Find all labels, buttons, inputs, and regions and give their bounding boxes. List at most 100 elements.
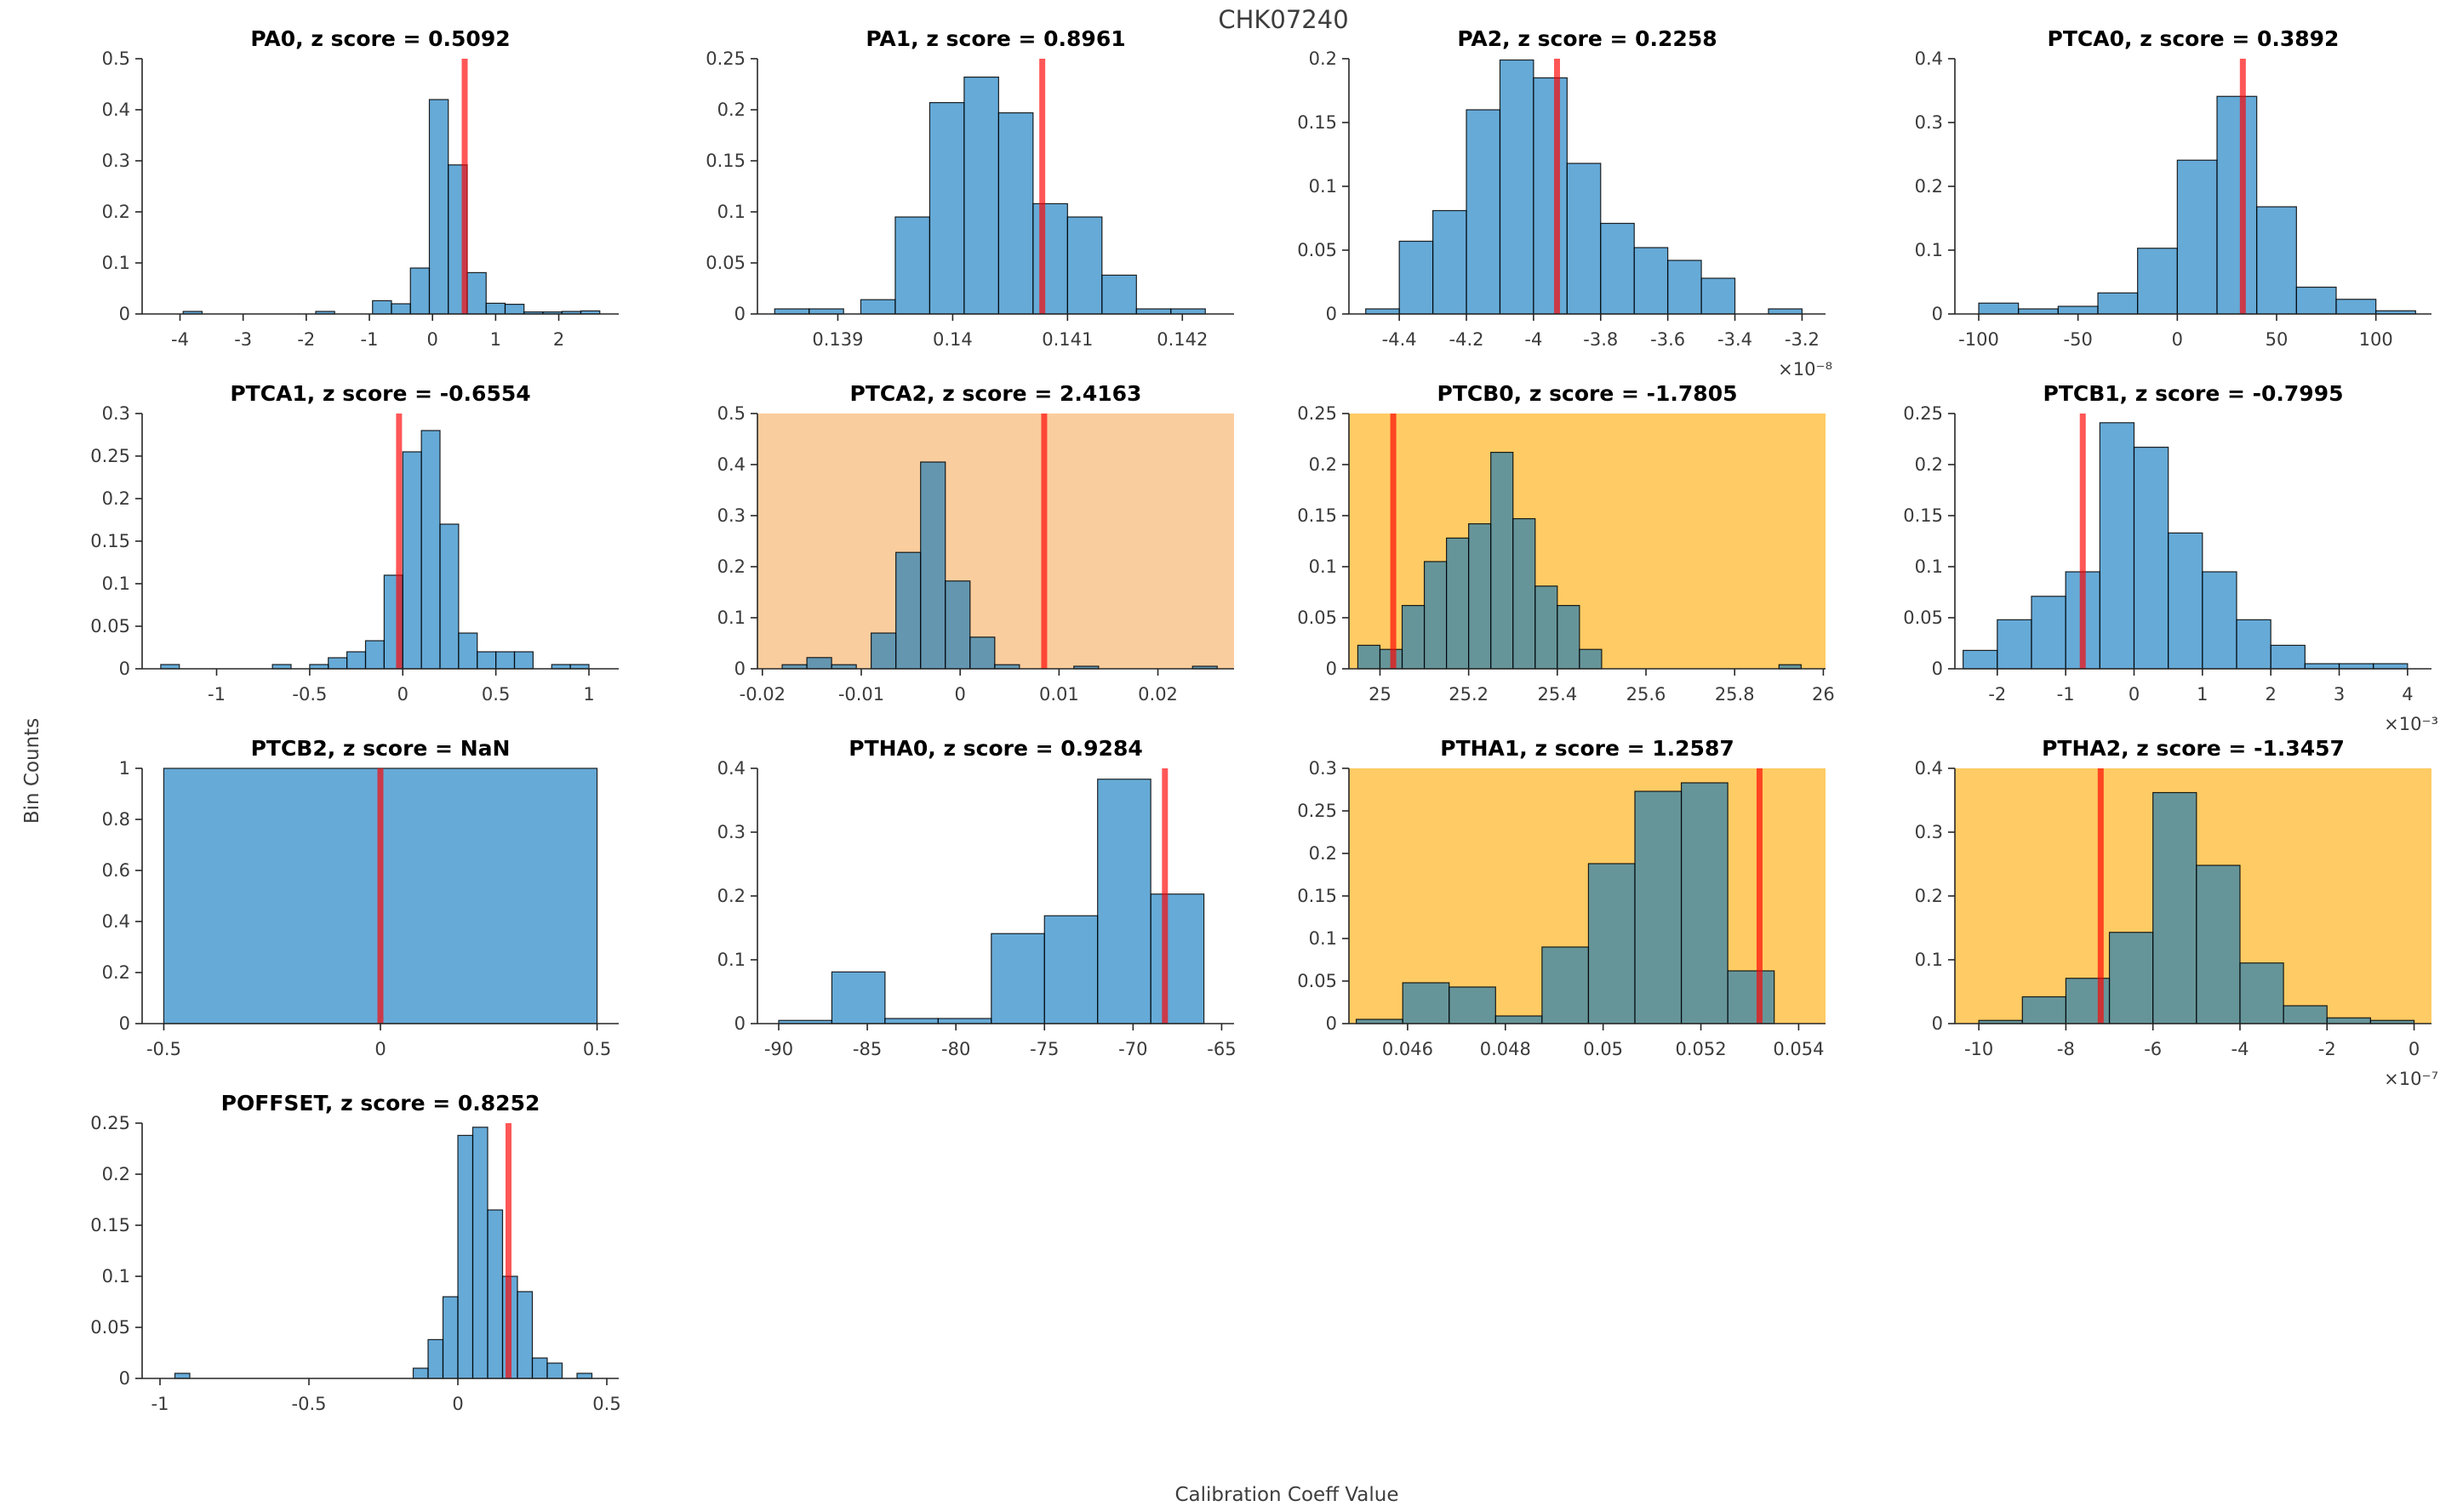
histogram-bar — [2236, 619, 2271, 670]
x-tick-label: 1 — [2197, 684, 2208, 705]
histogram-bar — [895, 551, 922, 670]
y-tick-label: 0.2 — [102, 202, 130, 222]
histogram-bar — [2239, 962, 2284, 1024]
y-tick-label: 0.2 — [102, 962, 130, 983]
histogram-bar — [2152, 791, 2197, 1024]
x-tick-label: 0 — [2129, 684, 2140, 705]
y-tick-label: 0.1 — [102, 1266, 130, 1287]
histogram-bar — [1449, 986, 1496, 1024]
subplot-PTCB1: -2 -1 0 1 2 3 4 0 0.05 0.1 0.15 0.2 0.25 PTCB1, z sco… — [1903, 381, 2438, 734]
subplot-title: PTHA0, z score = 0.9284 — [849, 736, 1142, 761]
subplot-title: PTHA2, z score = -1.3457 — [2042, 736, 2345, 761]
x-tick-label: 0.141 — [1042, 329, 1093, 350]
x-axis-scale-label: ×10⁻³ — [2384, 714, 2438, 734]
histogram-bar — [1700, 277, 1736, 315]
histogram-bar — [1423, 561, 1448, 670]
histogram-bar — [442, 1296, 459, 1379]
y-tick-label: 0.1 — [102, 253, 130, 273]
histogram-bar — [1401, 605, 1426, 670]
x-tick-label: 100 — [2359, 329, 2393, 350]
histogram-bar — [458, 632, 478, 670]
x-tick-label: 0 — [2409, 1039, 2420, 1059]
y-tick-label: 0.25 — [706, 48, 746, 69]
histogram-bar — [2216, 95, 2258, 315]
histogram-bar — [920, 461, 946, 670]
histogram-bar — [1494, 1015, 1543, 1024]
histogram-bar — [969, 636, 996, 670]
y-tick-label: 0.1 — [1915, 240, 1943, 260]
y-tick-label: 0.5 — [717, 403, 746, 424]
histogram-bar — [391, 303, 411, 315]
histogram-bar — [485, 302, 506, 315]
subplot-PA0: -4 -3 -2 -1 0 1 2 0 0.1 0.2 0.3 0.4 0.5 PA0, z score … — [102, 26, 619, 350]
subplot-PTCA1: -1 -0.5 0 0.5 1 0 0.05 0.1 0.15 0.2 0.25 0.3 PTCA1, … — [90, 381, 619, 705]
x-tick-label: 50 — [2266, 329, 2289, 350]
histogram-bar — [2176, 159, 2218, 315]
x-tick-label: -75 — [1030, 1039, 1059, 1059]
x-tick-label: -2 — [2318, 1039, 2336, 1059]
subplot-title: PTCA0, z score = 0.3892 — [2048, 26, 2340, 51]
y-tick-label: 0 — [1326, 659, 1337, 679]
histogram-bar — [2270, 644, 2306, 670]
y-tick-label: 0.2 — [102, 488, 130, 509]
x-tick-label: 0.02 — [1138, 684, 1178, 705]
histogram-bar — [1727, 970, 1775, 1024]
x-tick-label: -85 — [853, 1039, 882, 1059]
x-tick-label: -4 — [1524, 329, 1542, 350]
histogram-bar — [1566, 163, 1602, 315]
x-tick-label: -70 — [1118, 1039, 1147, 1059]
histogram-bar — [1680, 782, 1729, 1024]
histogram-bar — [1600, 222, 1635, 315]
y-tick-label: 0.3 — [1915, 112, 1943, 133]
x-tick-label: 25.4 — [1537, 684, 1577, 705]
histogram-bar — [346, 651, 367, 670]
subplot-PTHA1: 0.046 0.048 0.05 0.052 0.054 0 0.05 0.1 0.15 0.2 0… — [1297, 736, 1826, 1059]
subplot-title: POFFSET, z score = 0.8252 — [221, 1091, 540, 1115]
histogram-bar — [328, 657, 348, 670]
histogram-bar — [1150, 893, 1205, 1024]
histogram-bar — [546, 1362, 563, 1379]
y-tick-label: 0 — [119, 304, 130, 324]
y-tick-label: 0.2 — [717, 886, 746, 906]
x-tick-label: 0.14 — [933, 329, 973, 350]
y-tick-label: 0.8 — [102, 809, 130, 830]
x-tick-label: -65 — [1207, 1039, 1236, 1059]
x-tick-label: 25.2 — [1449, 684, 1489, 705]
x-tick-label: 0 — [452, 1394, 463, 1414]
histogram-bar — [1490, 451, 1514, 670]
y-tick-label: 0.15 — [90, 1215, 130, 1235]
histogram-bar — [1557, 605, 1580, 670]
x-tick-label: -0.02 — [740, 684, 786, 705]
histogram-bar — [427, 1338, 444, 1379]
y-tick-label: 0.15 — [1297, 886, 1337, 906]
y-tick-label: 0.1 — [102, 573, 130, 594]
histogram-bar — [991, 933, 1045, 1024]
histogram-bar — [884, 1018, 939, 1024]
subplot-title: PA0, z score = 0.5092 — [250, 26, 510, 51]
y-tick-label: 0.2 — [1915, 176, 1943, 197]
histogram-bar — [2256, 206, 2297, 315]
histogram-bar — [806, 657, 832, 670]
x-tick-label: -0.5 — [292, 1394, 327, 1414]
histogram-bar — [1446, 537, 1470, 670]
y-tick-label: 0.25 — [1297, 801, 1337, 821]
y-tick-label: 0.3 — [1309, 758, 1337, 779]
figure-title: CHK07240 — [1218, 5, 1349, 34]
subplot-PA1: 0.139 0.14 0.141 0.142 0 0.05 0.1 0.15 0.2 0.25 PA… — [706, 26, 1234, 350]
histogram-bar — [2137, 248, 2178, 315]
histogram-bar — [2335, 299, 2377, 315]
y-tick-label: 0 — [1326, 304, 1337, 324]
y-tick-label: 0.1 — [717, 202, 746, 222]
y-tick-label: 0.25 — [90, 446, 130, 466]
histogram-bar — [1512, 518, 1536, 670]
histogram-bar — [1534, 585, 1558, 670]
y-tick-label: 0 — [1932, 1013, 1943, 1034]
y-tick-label: 0.25 — [1903, 403, 1943, 424]
subplot-PTCB2: -0.5 0 0.5 0 0.2 0.4 0.6 0.8 1 PTCB2, z score = N… — [102, 736, 619, 1059]
y-tick-label: 0 — [119, 1013, 130, 1034]
histogram-bar — [774, 308, 810, 315]
histogram-bar — [963, 76, 999, 315]
x-tick-label: 0 — [954, 684, 965, 705]
histogram-bar — [1032, 203, 1068, 315]
x-tick-label: 3 — [2334, 684, 2345, 705]
